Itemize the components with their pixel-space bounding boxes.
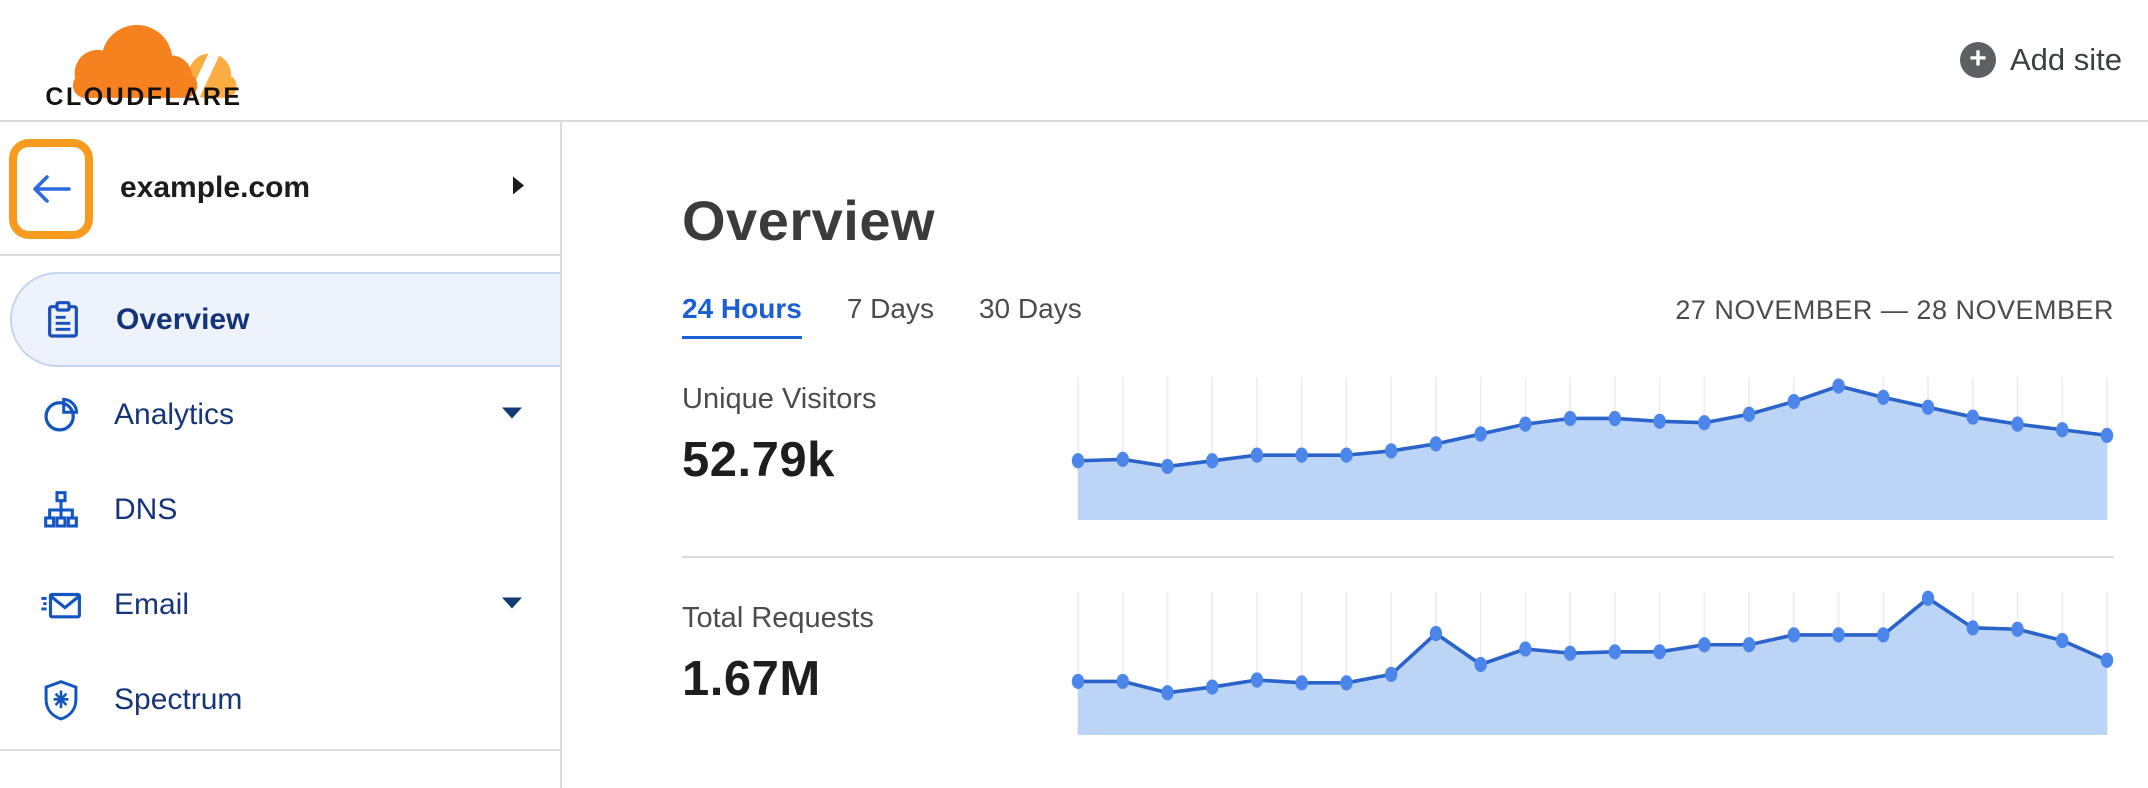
plus-circle-icon: + [1959, 42, 1996, 78]
sidebar: example.com Overview [0, 122, 562, 788]
page-title: Overview [682, 189, 936, 252]
cloudflare-cloud-icon [72, 24, 237, 105]
sidebar-item-analytics[interactable]: Analytics [0, 367, 560, 462]
sidebar-item-label: Email [114, 587, 190, 621]
total-requests-row: Total Requests 1.67M [682, 590, 2114, 735]
sidebar-item-spectrum[interactable]: Spectrum [0, 652, 560, 747]
total-requests-chart[interactable] [1071, 590, 2114, 735]
metric-value: 52.79k [682, 433, 835, 487]
sidebar-item-label: Spectrum [114, 682, 243, 716]
row-divider [682, 556, 2114, 558]
top-header: CLOUDFLARE + Add site [0, 0, 2148, 122]
date-range-label: 27 NOVEMBER — 28 NOVEMBER [1675, 295, 2114, 325]
caret-down-icon[interactable] [500, 405, 524, 425]
unique-visitors-row: Unique Visitors 52.79k [682, 369, 2114, 520]
sidebar-item-email[interactable]: Email [0, 557, 560, 652]
metric-label: Unique Visitors [682, 383, 877, 415]
envelope-icon [38, 588, 84, 622]
sidebar-item-label: Analytics [114, 397, 235, 431]
unique-visitors-chart[interactable] [1071, 375, 2114, 520]
arrow-left-icon [33, 175, 71, 203]
tab-24-hours[interactable]: 24 Hours [682, 293, 802, 339]
shield-icon [38, 679, 84, 721]
tab-7-days[interactable]: 7 Days [846, 293, 934, 324]
sidebar-section-divider [0, 749, 560, 751]
metric-value: 1.67M [682, 652, 821, 706]
cloudflare-logo: CLOUDFLARE [25, 9, 263, 112]
time-range-tabs: 24 Hours 7 Days 30 Days 27 NOVEMBER — 28… [682, 293, 2114, 339]
sidebar-nav: Overview Analytics [0, 256, 560, 747]
back-button[interactable] [9, 139, 93, 239]
sidebar-item-dns[interactable]: DNS [0, 462, 560, 557]
tab-30-days[interactable]: 30 Days [978, 293, 1082, 324]
clipboard-icon [40, 300, 86, 340]
metric-label: Total Requests [682, 602, 874, 634]
add-site-button[interactable]: + Add site [1959, 42, 2122, 78]
sidebar-item-label: Overview [116, 302, 250, 336]
sitemap-icon [38, 490, 84, 530]
chevron-right-icon[interactable] [510, 175, 526, 202]
caret-down-icon[interactable] [500, 595, 524, 615]
add-site-label: Add site [2009, 42, 2122, 77]
sidebar-item-overview[interactable]: Overview [10, 272, 560, 367]
pie-chart-icon [38, 396, 84, 434]
cloudflare-wordmark: CLOUDFLARE [45, 82, 243, 111]
main-content: Overview 24 Hours 7 Days 30 Days 27 NOVE… [562, 122, 2148, 788]
site-switcher-row[interactable]: example.com [0, 122, 560, 256]
site-name: example.com [120, 171, 311, 204]
sidebar-item-label: DNS [114, 492, 178, 526]
